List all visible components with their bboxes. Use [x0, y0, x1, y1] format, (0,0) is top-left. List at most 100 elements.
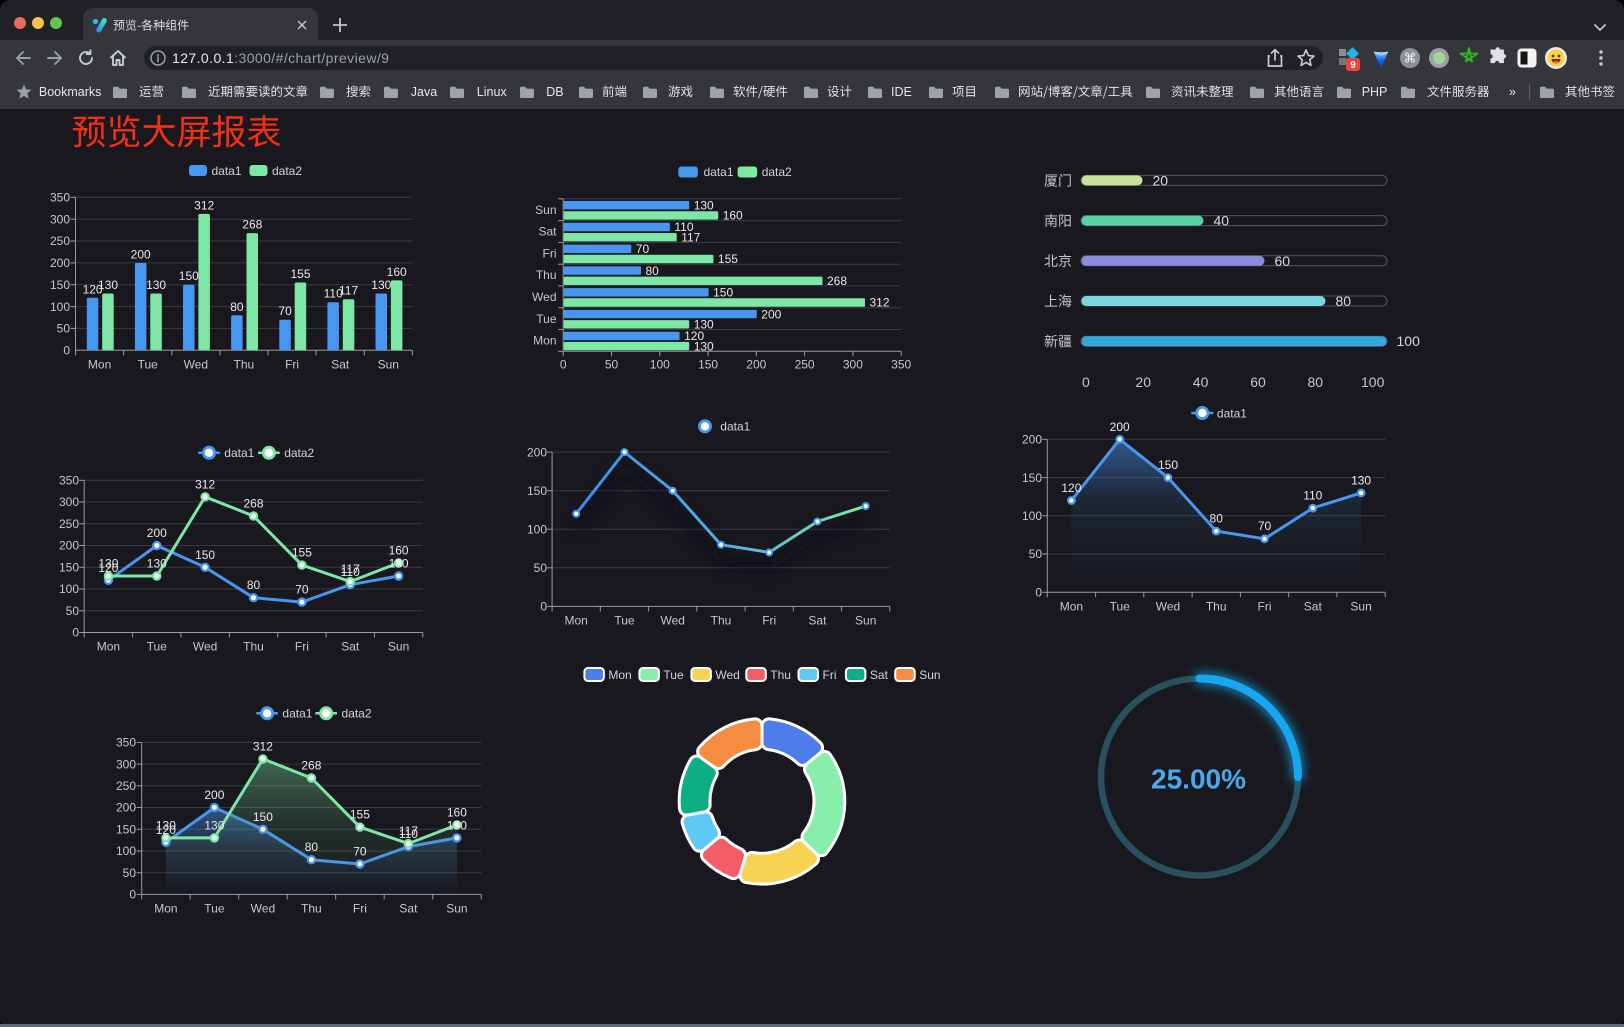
svg-text:0: 0: [1082, 374, 1090, 390]
svg-text:150: 150: [1022, 471, 1042, 485]
svg-text:250: 250: [50, 234, 70, 248]
svg-text:Wed: Wed: [660, 614, 684, 628]
svg-text:150: 150: [59, 561, 79, 575]
svg-text:Sun: Sun: [388, 640, 409, 654]
svg-text:9: 9: [1350, 60, 1356, 71]
svg-text:40: 40: [1193, 374, 1209, 390]
svg-text:20: 20: [1153, 172, 1169, 188]
svg-text:155: 155: [290, 267, 310, 281]
svg-text:Sun: Sun: [446, 902, 467, 916]
svg-text:155: 155: [350, 808, 370, 822]
svg-text:Tue: Tue: [1110, 600, 1131, 614]
svg-text:100: 100: [650, 358, 670, 372]
svg-text:130: 130: [156, 818, 176, 832]
svg-text:300: 300: [59, 495, 79, 509]
svg-text:Sat: Sat: [808, 614, 827, 628]
svg-text:Thu: Thu: [536, 268, 557, 282]
svg-text:60: 60: [1250, 374, 1266, 390]
svg-text:Sun: Sun: [855, 614, 876, 628]
svg-text:110: 110: [341, 565, 360, 579]
svg-text:130: 130: [146, 278, 166, 292]
svg-text:350: 350: [50, 191, 70, 205]
svg-text:250: 250: [116, 779, 136, 793]
svg-text:Wed: Wed: [1156, 600, 1180, 614]
svg-text:50: 50: [123, 866, 137, 880]
svg-text:160: 160: [387, 265, 407, 279]
svg-text:data1: data1: [224, 446, 254, 460]
svg-text:Wed: Wed: [532, 290, 556, 304]
svg-text:Fri: Fri: [762, 614, 776, 628]
svg-text:200: 200: [1110, 420, 1130, 434]
svg-text:0: 0: [560, 358, 567, 372]
svg-text:160: 160: [447, 805, 467, 819]
svg-text:110: 110: [674, 220, 693, 234]
svg-text:110: 110: [399, 827, 418, 841]
svg-text:268: 268: [243, 497, 263, 511]
svg-text:312: 312: [870, 296, 890, 310]
svg-text:Fri: Fri: [1258, 600, 1272, 614]
svg-text:150: 150: [179, 269, 199, 283]
svg-text:data1: data1: [1217, 406, 1247, 420]
svg-text:130: 130: [1351, 473, 1371, 487]
svg-text:80: 80: [247, 578, 261, 592]
svg-text:data2: data2: [762, 165, 792, 179]
svg-text:data2: data2: [342, 707, 372, 721]
svg-text:40: 40: [1214, 213, 1230, 229]
svg-text:155: 155: [292, 546, 312, 560]
svg-text:Thu: Thu: [301, 902, 322, 916]
svg-text:70: 70: [636, 242, 650, 256]
svg-text:110: 110: [324, 287, 343, 301]
svg-text:130: 130: [694, 318, 714, 332]
svg-text:250: 250: [59, 517, 79, 531]
svg-text:data2: data2: [272, 164, 302, 178]
svg-text:110: 110: [1303, 489, 1322, 503]
svg-text:200: 200: [50, 256, 70, 270]
svg-text:130: 130: [694, 198, 714, 212]
svg-text:data1: data1: [212, 164, 242, 178]
svg-text:Mon: Mon: [154, 902, 177, 916]
svg-text:Wed: Wed: [193, 640, 217, 654]
svg-text:120: 120: [83, 282, 103, 296]
svg-text:268: 268: [827, 274, 847, 288]
svg-text:Tue: Tue: [614, 614, 635, 628]
svg-text:Thu: Thu: [243, 640, 264, 654]
svg-text:130: 130: [389, 557, 409, 571]
svg-text:200: 200: [116, 801, 136, 815]
svg-text:200: 200: [131, 247, 151, 261]
svg-text:Sun: Sun: [1350, 600, 1371, 614]
svg-text:data1: data1: [704, 165, 734, 179]
svg-text:130: 130: [98, 557, 118, 571]
svg-text:Sat: Sat: [331, 358, 350, 372]
svg-text:80: 80: [230, 300, 244, 314]
svg-text:150: 150: [1158, 458, 1178, 472]
svg-text:Mon: Mon: [533, 334, 556, 348]
svg-text:70: 70: [278, 304, 292, 318]
svg-text:130: 130: [204, 818, 224, 832]
svg-text:300: 300: [843, 358, 863, 372]
svg-text:0: 0: [1035, 586, 1042, 600]
svg-text:300: 300: [116, 757, 136, 771]
svg-text:130: 130: [694, 339, 714, 353]
svg-text:Sun: Sun: [535, 203, 556, 217]
svg-text:Wed: Wed: [251, 902, 275, 916]
svg-text:60: 60: [1275, 253, 1291, 269]
svg-text:50: 50: [1029, 547, 1043, 561]
svg-text:312: 312: [195, 477, 215, 491]
svg-text:data2: data2: [284, 446, 314, 460]
svg-text:100: 100: [116, 844, 136, 858]
svg-text:Thu: Thu: [234, 358, 255, 372]
svg-text:Sat: Sat: [341, 640, 360, 654]
svg-text:Tue: Tue: [138, 358, 159, 372]
svg-text:160: 160: [389, 543, 409, 557]
svg-text:25.00%: 25.00%: [1151, 764, 1246, 795]
svg-text:Sun: Sun: [919, 668, 940, 682]
svg-text:Mon: Mon: [1060, 600, 1083, 614]
svg-text:Tue: Tue: [204, 902, 225, 916]
svg-text:160: 160: [723, 209, 743, 223]
svg-text:350: 350: [59, 474, 79, 488]
svg-text:100: 100: [50, 300, 70, 314]
svg-text:150: 150: [527, 484, 547, 498]
svg-text:Sat: Sat: [399, 902, 418, 916]
svg-text:350: 350: [116, 736, 136, 750]
svg-text:Sun: Sun: [378, 358, 399, 372]
